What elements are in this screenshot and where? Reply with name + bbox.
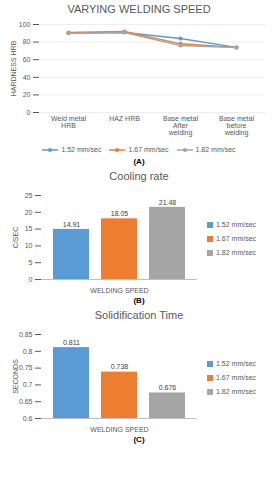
html-text:1.67 mm/sec: 1.67 mm/sec (216, 374, 257, 381)
html-text:1.82 mm/sec: 1.82 mm/sec (216, 249, 257, 256)
svg-text:0.676: 0.676 (159, 384, 177, 391)
svg-text:10: 10 (25, 242, 33, 249)
svg-text:0.65: 0.65 (19, 398, 33, 405)
svg-text:21.48: 21.48 (159, 199, 177, 206)
html-text:Cooling rate: Cooling rate (109, 170, 169, 182)
svg-text:20: 20 (23, 91, 31, 98)
html-text:1.82 mm/sec: 1.82 mm/sec (216, 388, 257, 395)
svg-text:C/SEC: C/SEC (12, 227, 19, 248)
svg-text:0.6: 0.6 (23, 415, 33, 422)
svg-text:Base metalAfterwelding: Base metalAfterwelding (163, 115, 198, 137)
svg-text:0: 0 (27, 109, 31, 116)
svg-text:18.05: 18.05 (111, 210, 129, 217)
svg-text:0.7: 0.7 (23, 381, 33, 388)
svg-text:WELDING SPEED: WELDING SPEED (90, 287, 148, 294)
svg-text:0.8: 0.8 (23, 348, 33, 355)
svg-text:100: 100 (19, 21, 31, 28)
html-text:1.82 mm/sec: 1.82 mm/sec (195, 146, 236, 153)
html-text:(B): (B) (133, 296, 145, 305)
svg-text:5: 5 (29, 259, 33, 266)
svg-text:SECONDS: SECONDS (12, 359, 19, 394)
svg-text:HAZ HRB: HAZ HRB (109, 115, 140, 122)
svg-text:0.738: 0.738 (111, 363, 129, 370)
svg-text:60: 60 (23, 56, 31, 63)
svg-text:80: 80 (23, 38, 31, 45)
html-text:1.67 mm/sec: 1.67 mm/sec (216, 235, 257, 242)
html-text:(C): (C) (133, 435, 145, 444)
svg-text:40: 40 (23, 74, 31, 81)
svg-text:0.811: 0.811 (63, 339, 80, 346)
svg-text:Base metalbeforewelding: Base metalbeforewelding (219, 115, 254, 137)
html-text:VARYING WELDING SPEED: VARYING WELDING SPEED (67, 3, 211, 15)
html-text:1.67 mm/sec: 1.67 mm/sec (128, 146, 169, 153)
svg-text:15: 15 (25, 225, 33, 232)
svg-text:20: 20 (25, 209, 33, 216)
html-text:(A): (A) (133, 157, 145, 166)
svg-text:0.75: 0.75 (19, 364, 33, 371)
svg-text:0.85: 0.85 (19, 331, 33, 338)
html-text:1.52 mm/sec: 1.52 mm/sec (216, 221, 257, 228)
svg-text:WELDING SPEED: WELDING SPEED (90, 426, 148, 433)
svg-text:0: 0 (29, 276, 33, 283)
svg-text:14.91: 14.91 (63, 221, 81, 228)
html-text:Solidification Time: Solidification Time (94, 309, 184, 321)
svg-text:Weld metalHRB: Weld metalHRB (51, 115, 86, 129)
svg-text:HARDNESS HRB: HARDNESS HRB (10, 40, 17, 96)
html-text:1.52 mm/sec: 1.52 mm/sec (61, 146, 102, 153)
svg-text:25: 25 (25, 192, 33, 199)
html-text:1.52 mm/sec: 1.52 mm/sec (216, 360, 257, 367)
